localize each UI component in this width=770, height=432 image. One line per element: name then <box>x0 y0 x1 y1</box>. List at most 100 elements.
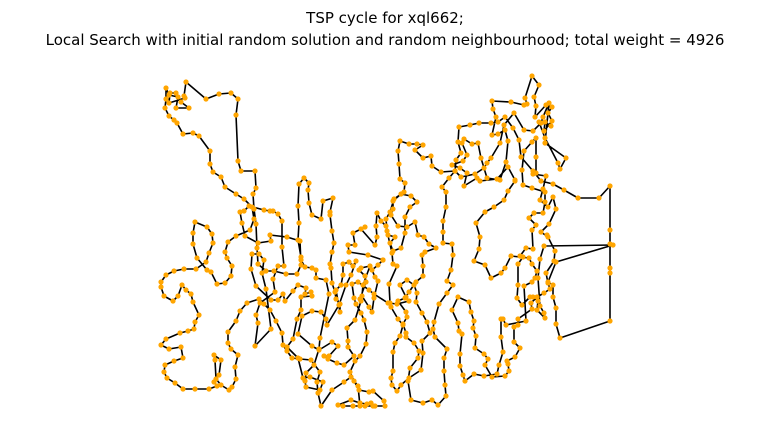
tour-node <box>533 154 539 160</box>
tour-node <box>358 226 364 232</box>
tour-node <box>255 261 261 267</box>
tour-node <box>527 294 533 300</box>
tour-node <box>237 209 243 215</box>
tour-node <box>326 291 332 297</box>
tour-node <box>457 351 463 357</box>
tour-node <box>275 297 281 303</box>
tour-node <box>531 94 537 100</box>
tour-node <box>348 374 354 380</box>
tour-node <box>179 282 185 288</box>
tour-node <box>392 340 398 346</box>
tour-node <box>429 397 435 403</box>
tour-node <box>553 321 559 327</box>
tour-node <box>441 368 447 374</box>
tour-node <box>495 119 501 125</box>
tour-node <box>190 299 196 305</box>
tour-node <box>497 177 503 183</box>
tour-node <box>550 294 556 300</box>
tour-node <box>158 284 164 290</box>
tour-node <box>290 288 296 294</box>
tour-node <box>457 363 463 369</box>
chart-title-line2: Local Search with initial random solutio… <box>46 31 725 49</box>
tour-node <box>341 362 347 368</box>
tour-node <box>256 296 262 302</box>
tour-node <box>302 264 308 270</box>
tour-node <box>351 378 357 384</box>
tour-node <box>419 338 425 344</box>
tour-node <box>515 261 521 267</box>
tour-node <box>350 230 356 236</box>
tour-node <box>529 185 535 191</box>
tour-node <box>449 162 455 168</box>
tour-node <box>489 374 495 380</box>
tour-node <box>302 378 308 384</box>
tour-node <box>191 326 197 332</box>
tour-node <box>193 266 199 272</box>
tour-node <box>380 257 386 263</box>
tour-node <box>442 382 448 388</box>
tour-node <box>488 155 494 161</box>
tour-node <box>481 165 487 171</box>
tour-node <box>295 282 301 288</box>
tour-node <box>542 135 548 141</box>
tour-node <box>343 282 349 288</box>
tour-node <box>414 199 420 205</box>
tour-node <box>397 333 403 339</box>
tour-node <box>610 242 616 248</box>
tour-node <box>226 387 232 393</box>
tour-node <box>233 233 239 239</box>
tour-node <box>443 204 449 210</box>
tour-node <box>538 120 544 126</box>
tour-node <box>366 304 372 310</box>
tour-node <box>218 174 224 180</box>
tour-node <box>411 282 417 288</box>
tour-node <box>455 139 461 145</box>
tour-node <box>475 140 481 146</box>
tour-node <box>267 232 273 238</box>
tour-node <box>233 112 239 118</box>
tour-node <box>350 263 356 269</box>
tour-node <box>372 242 378 248</box>
tour-node <box>273 318 279 324</box>
tour-node <box>394 263 400 269</box>
tour-node <box>452 168 458 174</box>
tour-node <box>450 252 456 258</box>
tour-node <box>387 240 393 246</box>
tour-node <box>394 301 400 307</box>
tour-node <box>284 348 290 354</box>
tour-node <box>346 249 352 255</box>
tour-node <box>526 255 532 261</box>
tour-node <box>259 270 265 276</box>
tour-node <box>166 100 172 106</box>
tour-node <box>521 148 527 154</box>
tour-node <box>444 278 450 284</box>
tour-node <box>210 240 216 246</box>
tour-node <box>444 290 450 296</box>
tour-node <box>403 309 409 315</box>
tour-node <box>318 403 324 409</box>
tour-node <box>385 300 391 306</box>
tour-node <box>515 282 521 288</box>
tour-node <box>389 382 395 388</box>
tour-node <box>400 322 406 328</box>
tour-node <box>211 379 217 385</box>
tour-node <box>317 369 323 375</box>
tour-node <box>244 300 250 306</box>
tour-node <box>173 105 179 111</box>
tour-node <box>366 287 372 293</box>
tour-node <box>238 168 244 174</box>
tour-node <box>440 240 446 246</box>
tour-node <box>498 334 504 340</box>
tour-node <box>519 167 525 173</box>
tour-node <box>279 244 285 250</box>
tour-node <box>493 114 499 120</box>
tour-node <box>607 318 613 324</box>
tour-node <box>225 340 231 346</box>
tour-node <box>490 106 496 112</box>
tour-node <box>254 245 260 251</box>
tour-node <box>505 138 511 144</box>
tour-node <box>512 177 518 183</box>
tour-node <box>502 127 508 133</box>
tour-node <box>206 386 212 392</box>
tour-node <box>533 135 539 141</box>
